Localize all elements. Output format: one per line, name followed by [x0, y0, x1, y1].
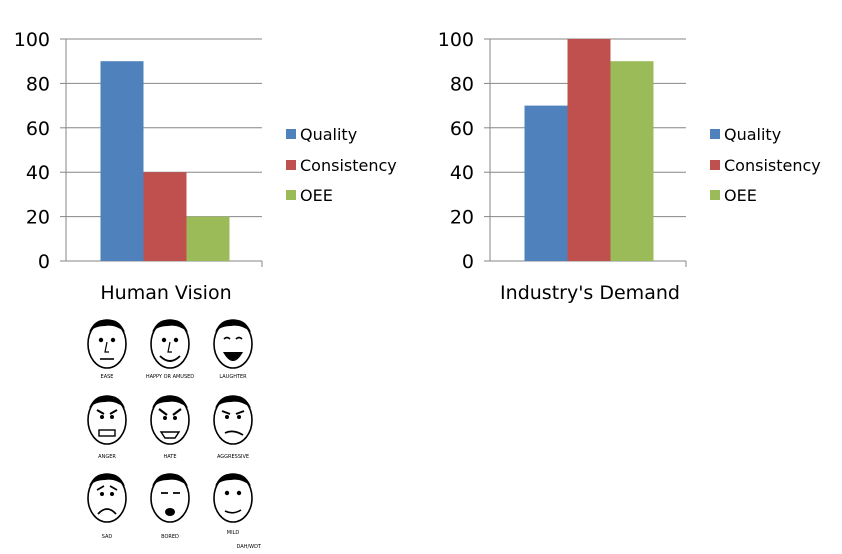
face-label: ANGER: [98, 454, 116, 460]
face-mild-icon: MILD: [213, 473, 253, 536]
legend-swatch: [710, 190, 720, 200]
y-tick-label: 80: [450, 73, 474, 95]
x-category-label: Human Vision: [100, 282, 231, 304]
face-label: HAPPY OR AMUSED: [146, 374, 194, 380]
human-vision-chart: 0 20 40 60 80 100 Human Vision Quality Consisten…: [14, 29, 397, 304]
face-label: MILD: [227, 530, 240, 536]
bar-oee: [610, 61, 654, 262]
y-tick-label: 20: [450, 207, 474, 229]
y-tick-label: 0: [38, 251, 50, 273]
y-tick-label: 60: [450, 118, 474, 140]
legend-swatch: [710, 129, 720, 139]
bar-consistency: [143, 172, 187, 261]
industry-demand-chart: 0 20 40 60 80 100 Industry's Demand Quality Cons…: [438, 29, 821, 304]
bar-quality: [524, 105, 568, 261]
legend-label: Consistency: [300, 156, 397, 175]
face-label: AGGRESSIVE: [217, 454, 249, 460]
y-tick-label: 100: [14, 29, 50, 51]
legend-label: Consistency: [724, 156, 821, 175]
face-label: HATE: [163, 454, 176, 460]
y-tick-label: 80: [26, 73, 50, 95]
y-tick-label: 60: [26, 118, 50, 140]
y-tick-label: 40: [26, 162, 50, 184]
face-anger-icon: ANGER: [87, 395, 127, 460]
face-label: BORED: [161, 534, 179, 540]
illustration-code: DAH/WDT: [237, 544, 262, 550]
bar-consistency: [567, 39, 611, 261]
face-ease-icon: EASE: [87, 319, 127, 380]
bar-quality: [100, 61, 144, 262]
y-tick-label: 0: [462, 251, 474, 273]
legend-label: OEE: [724, 186, 757, 205]
face-label: EASE: [101, 374, 114, 380]
legend-swatch: [286, 190, 296, 200]
legend-label: Quality: [724, 125, 781, 144]
face-hate-icon: HATE: [150, 395, 190, 460]
face-aggressive-icon: AGGRESSIVE: [213, 395, 253, 460]
legend-label: Quality: [300, 125, 357, 144]
face-bored-icon: BORED: [150, 473, 190, 540]
legend-swatch: [710, 160, 720, 170]
bar-oee: [186, 216, 230, 261]
facial-expressions-illustration: EASE HAPPY OR AMUSED LAUGHTER ANGER HATE: [87, 319, 262, 550]
x-category-label: Industry's Demand: [500, 282, 680, 304]
face-label: LAUGHTER: [219, 374, 247, 380]
legend-swatch: [286, 160, 296, 170]
y-tick-label: 40: [450, 162, 474, 184]
face-laughter-icon: LAUGHTER: [213, 319, 253, 380]
legend-swatch: [286, 129, 296, 139]
face-label: SAD: [102, 534, 113, 540]
legend-label: OEE: [300, 186, 333, 205]
face-sad-icon: SAD: [87, 473, 127, 540]
y-tick-label: 20: [26, 207, 50, 229]
y-tick-label: 100: [438, 29, 474, 51]
face-happy-icon: HAPPY OR AMUSED: [146, 319, 194, 380]
